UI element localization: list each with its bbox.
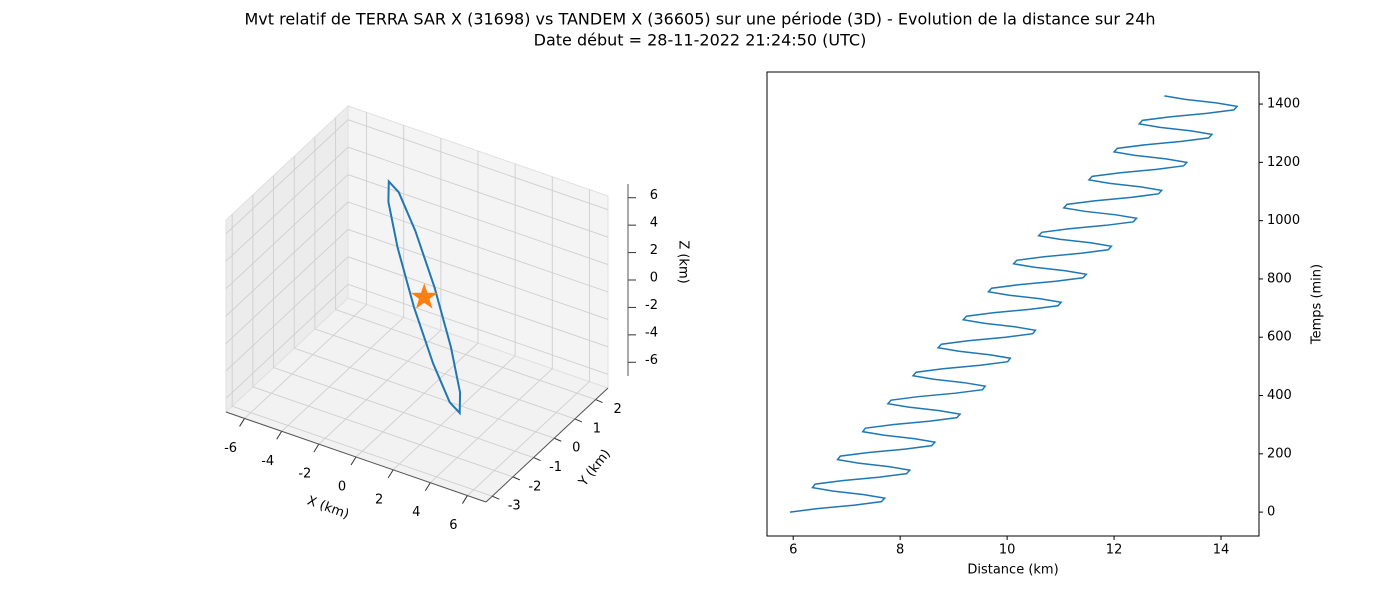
trajectory [387, 178, 462, 416]
z-tick-label: 6 [650, 188, 658, 203]
figure-subtitle: Date début = 28-11-2022 21:24:50 (UTC) [534, 31, 867, 50]
grid-line [281, 316, 405, 432]
grid-line [347, 146, 609, 238]
x-tick [462, 495, 468, 504]
grid-line [225, 201, 349, 317]
z-tick-label: 0 [650, 271, 658, 286]
grid-line [244, 304, 367, 419]
x-axis [225, 411, 487, 503]
grid-line [225, 174, 349, 289]
y-tick [554, 437, 562, 442]
x-tick-label: 12 [1106, 543, 1123, 558]
grid-line [347, 256, 609, 348]
y-tick-label: 2 [613, 402, 621, 417]
x-tick [276, 431, 283, 440]
y-tick-label: 1 [593, 421, 601, 436]
z-tick-label: 4 [650, 216, 658, 231]
y-axis-label: Temps (min) [1310, 264, 1325, 345]
grid-line [347, 283, 609, 375]
origin-marker [410, 283, 438, 309]
grid-line [273, 367, 534, 458]
y-tick-label: 800 [1267, 271, 1292, 286]
y-tick-label: -1 [549, 460, 562, 475]
grid-line [294, 347, 555, 439]
z-axis-label: Z (km) [676, 240, 691, 283]
y-axis-label: Y (km) [575, 447, 614, 490]
x-tick-label: -6 [224, 441, 237, 456]
x-tick-label: 14 [1213, 543, 1230, 558]
grid-line [392, 355, 516, 471]
x-tick [239, 418, 245, 427]
grid-line [225, 283, 349, 399]
x-tick-label: 6 [789, 543, 797, 558]
x-tick-label: -2 [298, 467, 311, 482]
grid-line [225, 229, 349, 344]
y-tick-label: 0 [572, 441, 580, 456]
x-tick [313, 443, 320, 453]
figure-title: Mvt relatif de TERRA SAR X (31698) vs TA… [244, 10, 1155, 29]
y-axis [485, 387, 609, 503]
grid-line [252, 386, 514, 478]
x-tick-label: 6 [449, 518, 457, 533]
x-tick-label: -4 [261, 454, 274, 469]
y-tick-label: 1400 [1267, 97, 1300, 112]
grid-line [232, 405, 493, 497]
z-tick-label: -4 [645, 325, 658, 340]
y-tick-label: 1200 [1267, 155, 1300, 170]
grid-line [335, 309, 596, 401]
x-tick [424, 482, 431, 491]
z-tick-label: -2 [645, 298, 658, 313]
y-tick-label: 400 [1267, 388, 1292, 403]
grid-line [318, 329, 442, 445]
grid-line [225, 256, 349, 372]
z-tick-label: 2 [650, 243, 658, 258]
x-tick-label: 0 [338, 480, 346, 495]
plot-frame [766, 71, 1260, 537]
grid-line [225, 146, 349, 262]
x-axis-label: Distance (km) [967, 563, 1058, 578]
x-tick-label: 4 [412, 505, 420, 520]
y-tick-label: -3 [508, 499, 521, 514]
x-axis-label: X (km) [305, 494, 351, 523]
grid-line [467, 381, 590, 496]
y-tick [492, 495, 500, 500]
grid-line [429, 368, 553, 484]
y-tick [574, 418, 583, 423]
x-tick [387, 469, 394, 479]
x-tick-label: 10 [999, 543, 1016, 558]
grid-line [347, 174, 609, 265]
z-tick-label: -6 [645, 353, 658, 368]
y-tick-label: 600 [1267, 330, 1292, 345]
y-tick [512, 476, 521, 481]
grid-line [347, 229, 609, 320]
x-tick [350, 456, 357, 466]
grid-line [355, 342, 479, 458]
y-tick-label: 0 [1267, 505, 1275, 520]
distance-line [789, 95, 1239, 513]
x-tick-label: 8 [896, 543, 904, 558]
y-tick [595, 399, 603, 404]
y-tick-label: -2 [528, 479, 541, 494]
grid-line [314, 328, 576, 420]
y-tick [533, 457, 541, 462]
y-tick-label: 1000 [1267, 213, 1300, 228]
grid-line [347, 119, 609, 211]
x-tick-label: 2 [375, 492, 383, 507]
grid-line [225, 119, 349, 235]
y-tick-label: 200 [1267, 446, 1292, 461]
